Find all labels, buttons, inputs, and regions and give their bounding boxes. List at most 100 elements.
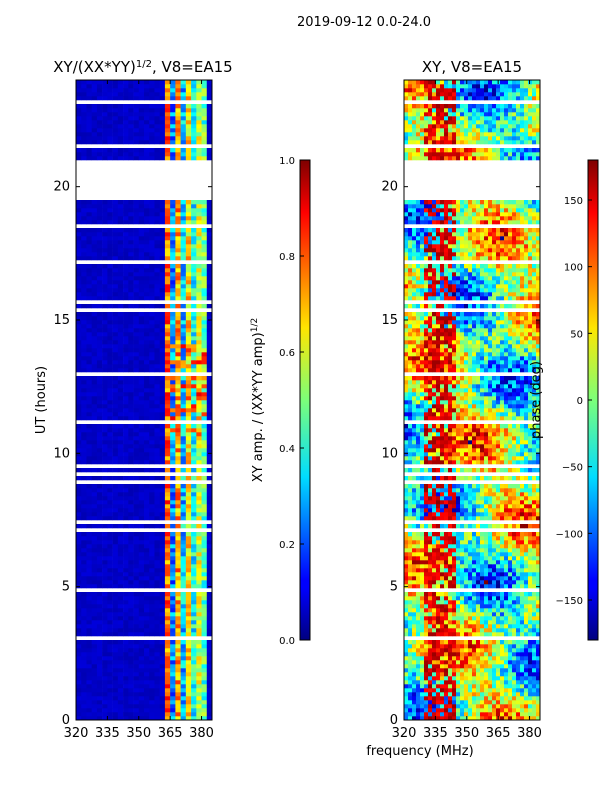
phase-cell: [408, 712, 413, 717]
amp-cell: [128, 532, 134, 537]
phase-cell: [496, 708, 501, 713]
amp-cell: [175, 116, 181, 121]
phase-cell: [408, 600, 413, 605]
amp-cell: [170, 328, 176, 333]
amp-cell: [154, 120, 160, 125]
amp-cell: [201, 216, 208, 221]
amp-cell: [96, 264, 103, 269]
amp-cell: [185, 368, 192, 373]
phase-cell: [532, 556, 537, 561]
phase-cell: [524, 544, 529, 549]
phase-cell: [476, 716, 481, 721]
amp-cell: [154, 328, 160, 333]
amp-cell: [144, 332, 150, 337]
phase-cell: [416, 648, 421, 653]
phase-cell: [432, 648, 437, 653]
phase-cell: [416, 644, 421, 649]
amp-cell: [170, 388, 176, 393]
phase-cell: [464, 556, 469, 561]
phase-cell: [428, 564, 433, 569]
phase-cell: [424, 640, 429, 645]
amp-cell: [154, 512, 160, 517]
phase-cell: [532, 548, 537, 553]
amp-cell: [107, 288, 113, 293]
amp-cell: [96, 312, 103, 317]
amp-cell: [76, 712, 82, 717]
amp-cell: [206, 644, 213, 649]
amp-cell: [86, 244, 92, 249]
phase-cell: [532, 560, 537, 565]
amp-cell: [170, 216, 176, 221]
amp-cell: [107, 664, 113, 669]
amp-cell: [107, 236, 113, 241]
amp-cell: [128, 236, 134, 241]
amp-cell: [102, 424, 108, 429]
amp-cell: [133, 664, 140, 669]
amp-cell: [201, 104, 208, 109]
amp-cell: [159, 236, 166, 241]
amp-cell: [76, 388, 82, 393]
amp-cell: [81, 244, 87, 249]
phase-cell: [416, 564, 421, 569]
amp-cell: [133, 512, 140, 517]
amp-cell: [86, 716, 92, 721]
phase-cell: [520, 552, 525, 557]
amp-cell: [112, 132, 119, 137]
amp-cell: [180, 156, 187, 161]
amp-cell: [96, 576, 103, 581]
phase-cell: [468, 688, 473, 693]
amp-cell: [175, 668, 181, 673]
amp-cell: [133, 544, 140, 549]
phase-cell: [432, 716, 437, 721]
amp-cell: [164, 576, 171, 581]
amp-cell: [107, 468, 113, 473]
amp-cell: [180, 692, 187, 697]
amp-cell: [81, 156, 87, 161]
y-tick-label: 20: [53, 180, 70, 195]
phase-cell: [432, 592, 437, 597]
amp-cell: [175, 672, 181, 677]
amp-cell: [185, 648, 192, 653]
phase-cell: [436, 656, 441, 661]
phase-cell: [404, 652, 409, 657]
phase-cell: [436, 556, 441, 561]
amp-cell: [76, 536, 82, 541]
amp-cell: [149, 364, 155, 369]
amp-cell: [112, 584, 119, 589]
phase-cell: [424, 688, 429, 693]
amp-cell: [191, 704, 197, 709]
amp-cell: [128, 580, 134, 585]
phase-cell: [488, 712, 493, 717]
amp-cell: [149, 596, 155, 601]
amp-cell: [138, 80, 145, 85]
amp-cell: [123, 640, 129, 645]
amp-cell: [76, 336, 82, 341]
amp-cell: [180, 236, 187, 241]
amp-cell: [191, 272, 197, 277]
phase-cell: [468, 672, 473, 677]
amp-cell: [91, 716, 98, 721]
amp-cell: [133, 312, 140, 317]
phase-cell: [436, 596, 441, 601]
amp-cell: [159, 104, 166, 109]
amp-cell: [201, 484, 208, 489]
amp-cell: [133, 708, 140, 713]
phase-cell: [476, 656, 481, 661]
amp-cell: [123, 292, 129, 297]
amp-cell: [201, 248, 208, 253]
amp-cell: [196, 712, 202, 717]
phase-cell: [496, 676, 501, 681]
amp-cell: [191, 96, 197, 101]
phase-cell: [436, 692, 441, 697]
phase-cell: [428, 556, 433, 561]
amp-cell: [196, 256, 202, 261]
phase-cell: [424, 544, 429, 549]
amp-cell: [149, 276, 155, 281]
phase-cell: [424, 552, 429, 557]
amp-cell: [170, 440, 176, 445]
amp-cell: [138, 272, 145, 277]
amp-cell: [144, 132, 150, 137]
amp-cell: [201, 416, 208, 421]
phase-cell: [472, 568, 477, 573]
